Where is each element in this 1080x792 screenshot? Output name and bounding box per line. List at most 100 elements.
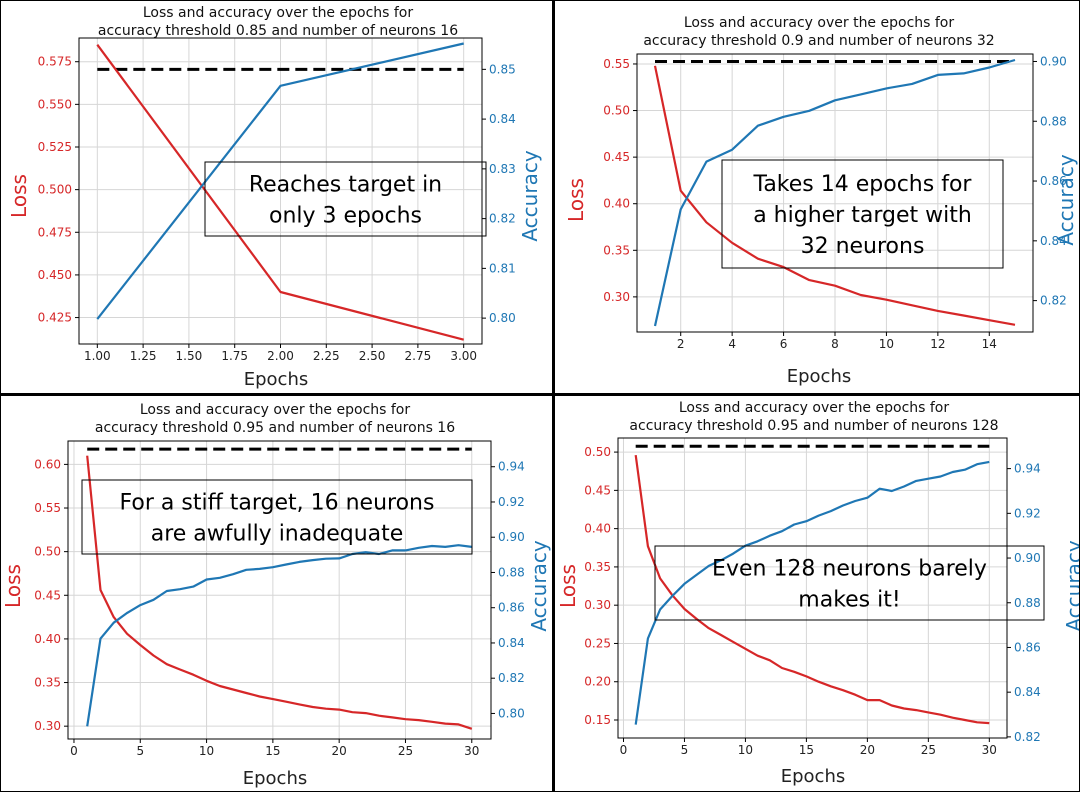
y-left-tick-label: 0.30: [34, 719, 61, 733]
y-left-axis-label: Loss: [7, 174, 31, 218]
x-tick-label: 15: [265, 744, 280, 758]
y-right-tick-label: 0.88: [1040, 114, 1067, 128]
y-right-axis-label: Accuracy: [1054, 154, 1078, 245]
annotation-text: Even 128 neurons barely makes it!: [712, 557, 987, 613]
chart-svg: 1.00 1.25 1.50 1.75 2.00 2.25 2.50 2.75 3.00 0.42…: [7, 5, 542, 390]
y-right-tick-label: 0.94: [498, 460, 525, 474]
y-left-tick-label: 0.575: [38, 55, 72, 69]
y-right-tick-label: 0.92: [1014, 506, 1041, 520]
loss-series-line: [653, 65, 1016, 326]
loss-series-line: [96, 44, 464, 341]
y-right-axis-label: Accuracy: [527, 540, 551, 631]
x-tick-label: 25: [921, 743, 936, 757]
y-left-tick-label: 0.50: [584, 445, 611, 459]
gridlines: [618, 438, 1007, 738]
x-tick-label: 10: [738, 743, 753, 757]
y-left-tick-label: 0.450: [38, 268, 72, 282]
x-tick-label: 8: [831, 337, 839, 351]
y-right-tick-label: 0.80: [498, 706, 525, 720]
chart-panel-2: 2 4 6 8 10 12 14 0.30 0.35 0.40 0.45 0.50 0.55 0.82 0.…: [555, 0, 1080, 393]
x-tick-label: 4: [728, 337, 736, 351]
x-axis-label: Epochs: [781, 766, 846, 787]
y-right-tick-label: 0.86: [1014, 640, 1041, 654]
annotation-text: For a stiff target, 16 neurons are awfull…: [120, 491, 435, 547]
y-right-tick-label: 0.80: [489, 311, 516, 325]
x-tick-label: 15: [799, 743, 814, 757]
y-left-tick-label: 0.50: [34, 545, 61, 559]
x-tick-label: 2.75: [405, 349, 432, 363]
x-tick-label: 30: [982, 743, 997, 757]
y-left-axis-label: Loss: [564, 178, 588, 222]
annotation-box: [654, 545, 1045, 621]
x-tick-label: 1.00: [84, 349, 111, 363]
y-right-tick-label: 0.92: [498, 495, 525, 509]
chart-svg: 0 5 10 15 20 25 30 0.15 0.20 0.25 0.30 0.35 0.40 0.45…: [556, 400, 1080, 787]
y-right-tick-label: 0.86: [1040, 174, 1067, 188]
y-left-tick-label: 0.15: [584, 713, 611, 727]
y-right-tick-label: 0.88: [498, 565, 525, 579]
y-right-tick-label: 0.90: [1014, 551, 1041, 565]
y-right-tick-label: 0.84: [1040, 234, 1067, 248]
y-left-tick-label: 0.20: [584, 675, 611, 689]
y-right-tick-label: 0.88: [1014, 596, 1041, 610]
panel-divider-horizontal: [0, 393, 1080, 396]
chart-svg: 2 4 6 8 10 12 14 0.30 0.35 0.40 0.45 0.50 0.55 0.82 0.…: [564, 15, 1078, 387]
x-tick-label: 2.25: [313, 349, 340, 363]
y-right-tick-label: 0.84: [498, 636, 525, 650]
x-tick-label: 20: [332, 744, 347, 758]
x-axis-label: Epochs: [243, 768, 308, 789]
annotation-box: [81, 479, 473, 555]
y-left-tick-label: 0.45: [34, 588, 61, 602]
chart-title: Loss and accuracy over the epochs for acc…: [98, 5, 458, 39]
y-left-tick-label: 0.500: [38, 183, 72, 197]
y-right-tick-label: 0.85: [489, 62, 516, 76]
y-left-tick-label: 0.35: [34, 676, 61, 690]
chart-title: Loss and accuracy over the epochs for acc…: [95, 402, 455, 436]
x-axis-label: Epochs: [787, 366, 852, 387]
x-tick-label: 2: [677, 337, 685, 351]
x-tick-label: 0: [70, 744, 78, 758]
gridlines: [637, 54, 1033, 332]
y-left-tick-label: 0.40: [584, 522, 611, 536]
x-tick-label: 1.25: [130, 349, 157, 363]
x-tick-label: 5: [136, 744, 144, 758]
y-left-tick-label: 0.425: [38, 311, 72, 325]
x-tick-label: 10: [199, 744, 214, 758]
y-right-tick-label: 0.84: [1014, 685, 1041, 699]
annotation-box: [721, 159, 1004, 269]
chart-title: Loss and accuracy over the epochs for acc…: [629, 400, 998, 434]
chart-panel-1: 1.00 1.25 1.50 1.75 2.00 2.25 2.50 2.75 3.00 0.42…: [0, 0, 552, 393]
x-tick-label: 30: [464, 744, 479, 758]
y-right-axis-label: Accuracy: [1062, 540, 1080, 631]
annotation-text: Takes 14 epochs for a higher target with 3…: [753, 172, 973, 259]
x-tick-label: 6: [780, 337, 788, 351]
accuracy-series-line: [86, 544, 472, 727]
y-left-tick-label: 0.55: [34, 501, 61, 515]
y-right-tick-label: 0.90: [498, 530, 525, 544]
accuracy-series-line: [96, 42, 464, 320]
y-left-tick-label: 0.550: [38, 97, 72, 111]
y-right-tick-label: 0.82: [1014, 730, 1041, 744]
y-left-tick-label: 0.35: [603, 243, 630, 257]
x-tick-label: 0: [620, 743, 628, 757]
x-tick-label: 2.50: [359, 349, 386, 363]
y-right-tick-label: 0.84: [489, 112, 516, 126]
y-left-tick-label: 0.25: [584, 636, 611, 650]
y-right-tick-label: 0.94: [1014, 462, 1041, 476]
chart-title: Loss and accuracy over the epochs for acc…: [643, 15, 994, 49]
accuracy-series-line: [653, 58, 1016, 327]
panel-divider-vertical: [552, 0, 555, 792]
gridlines: [79, 38, 482, 344]
y-left-tick-label: 0.45: [603, 150, 630, 164]
x-tick-label: 1.75: [221, 349, 248, 363]
y-left-axis-label: Loss: [556, 564, 580, 608]
y-right-tick-label: 0.82: [489, 212, 516, 226]
annotation-box: [204, 161, 487, 237]
chart-panel-4: 0 5 10 15 20 25 30 0.15 0.20 0.25 0.30 0.35 0.40 0.45…: [555, 396, 1080, 792]
y-left-tick-label: 0.35: [584, 560, 611, 574]
x-tick-label: 25: [398, 744, 413, 758]
y-left-tick-label: 0.40: [34, 632, 61, 646]
x-tick-label: 10: [879, 337, 894, 351]
y-left-tick-label: 0.525: [38, 140, 72, 154]
x-axis-label: Epochs: [244, 369, 309, 390]
